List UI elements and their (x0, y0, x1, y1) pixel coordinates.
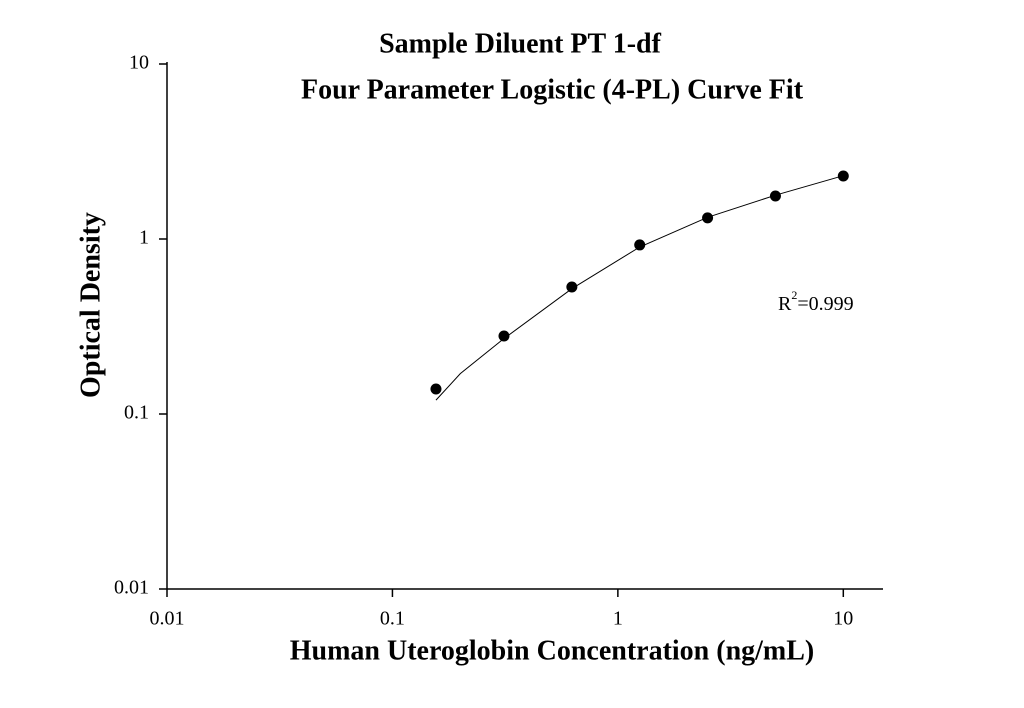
data-point (702, 212, 714, 224)
data-point (769, 190, 781, 202)
y-tick-label: 1 (139, 227, 149, 249)
y-axis-title: Optical Density (75, 212, 106, 398)
x-tick-label: 0.01 (150, 608, 185, 630)
annotation: R2=0.999 (778, 288, 854, 315)
data-point (498, 330, 510, 342)
y-tick-label: 10 (129, 52, 149, 74)
x-axis-title: Human Uteroglobin Concentration (ng/mL) (290, 635, 815, 666)
x-tick-label: 0.1 (380, 608, 405, 630)
chart-subtitle: Four Parameter Logistic (4-PL) Curve Fit (301, 74, 804, 105)
y-tick-label: 0.1 (124, 402, 149, 424)
y-tick-label: 0.01 (114, 577, 149, 599)
annotation-base: R (778, 293, 792, 315)
data-point (430, 383, 442, 395)
x-tick-label: 1 (613, 608, 623, 630)
chart-title: Sample Diluent PT 1-df (379, 28, 662, 59)
fit-curve (435, 175, 844, 401)
data-point (566, 281, 578, 293)
x-tick-label: 10 (833, 608, 853, 630)
data-point (634, 239, 646, 251)
annotation-text: =0.999 (797, 293, 853, 315)
annotation-superscript: 2 (791, 288, 797, 302)
